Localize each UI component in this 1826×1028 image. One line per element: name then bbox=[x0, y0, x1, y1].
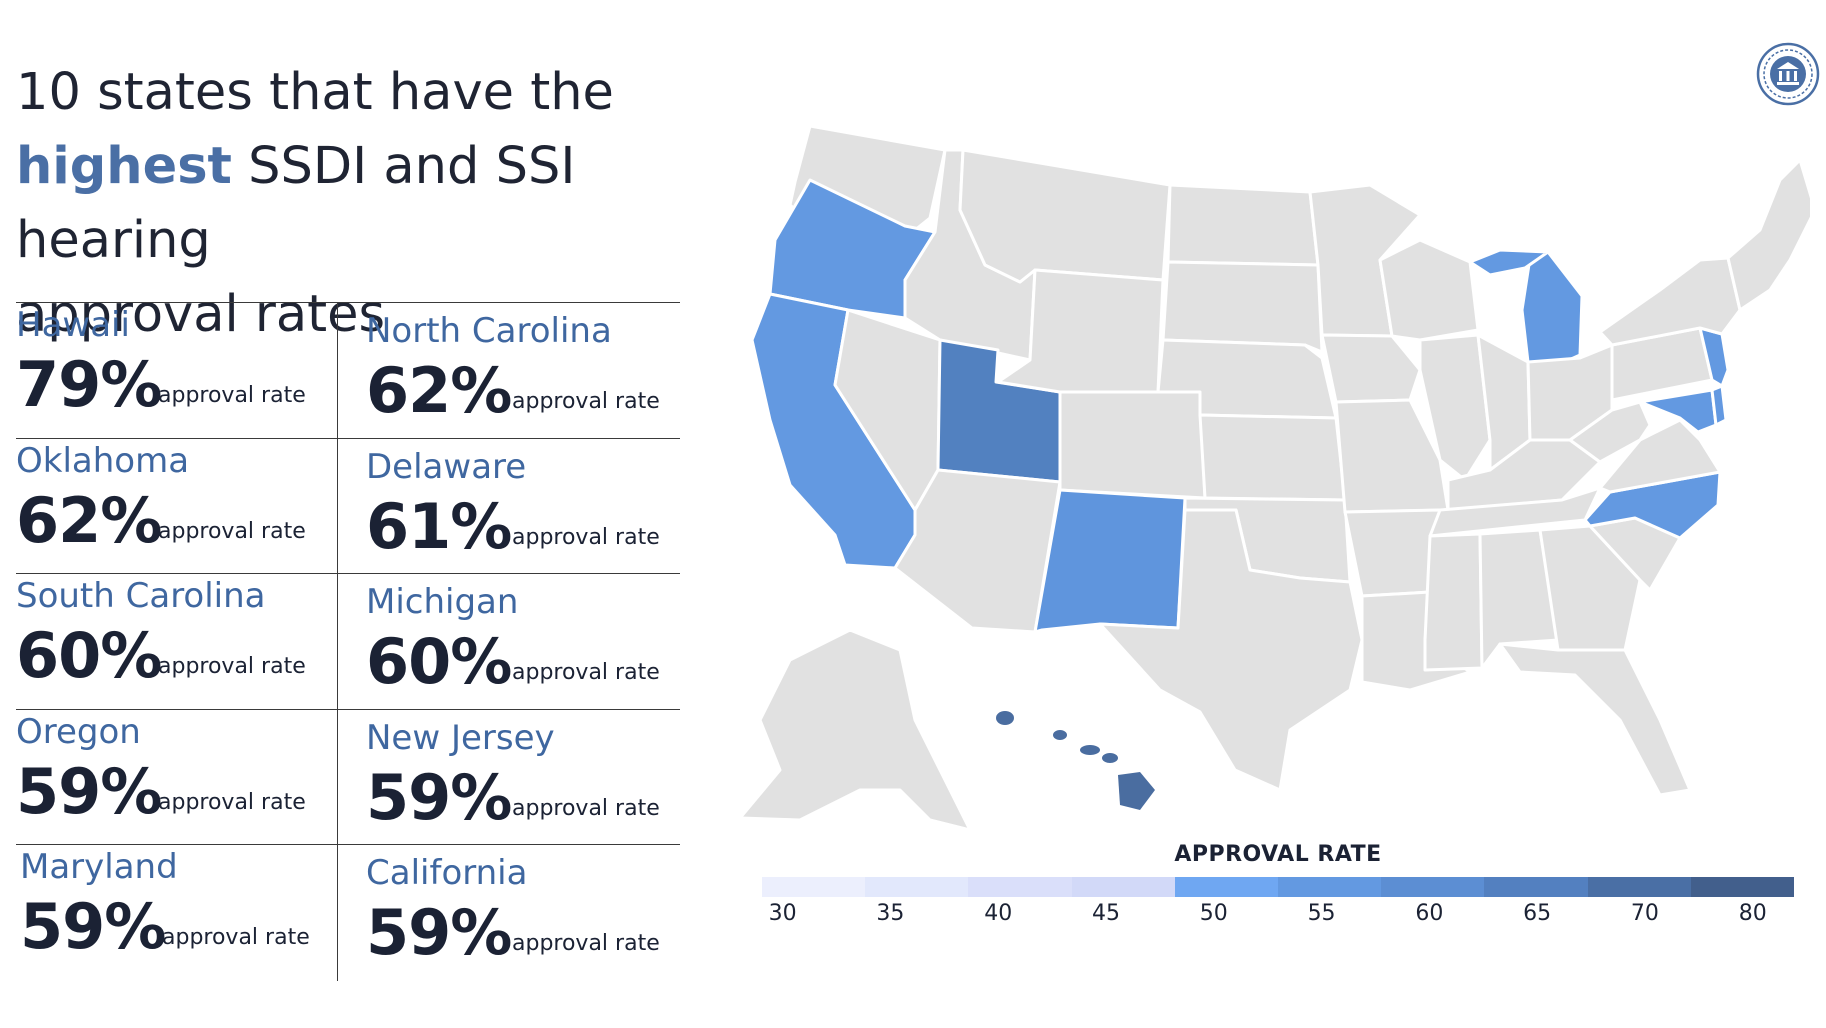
stat-cell: Delaware 61% approval rate bbox=[338, 439, 680, 575]
stat-cell: Oregon 59% approval rate bbox=[16, 709, 338, 846]
legend-swatch bbox=[762, 877, 866, 897]
legend-swatch bbox=[1071, 877, 1175, 897]
state-alabama bbox=[1478, 528, 1560, 670]
stat-label: approval rate bbox=[158, 383, 306, 408]
state-maryland bbox=[1638, 388, 1718, 434]
stat-label: approval rate bbox=[162, 925, 310, 951]
state-montana bbox=[958, 148, 1172, 284]
state-michigan-upper bbox=[1468, 248, 1550, 277]
stat-rate: 59% bbox=[20, 890, 166, 964]
stat-label: approval rate bbox=[512, 795, 660, 821]
title-line-1: 10 states that have the bbox=[16, 63, 614, 122]
stat-label: approval rate bbox=[158, 518, 306, 544]
page-title: 10 states that have the highest SSDI and… bbox=[16, 56, 756, 352]
stats-grid: Hawaii 79% approval rate North Carolina … bbox=[16, 302, 680, 981]
stat-rate: 62% bbox=[16, 483, 162, 557]
stat-state: Michigan bbox=[366, 582, 519, 623]
state-south-dakota bbox=[1161, 260, 1324, 354]
stat-rate: 60% bbox=[366, 625, 512, 699]
legend-tick-label: 30 bbox=[768, 901, 797, 926]
legend-tick-label: 55 bbox=[1307, 901, 1336, 926]
stat-label: approval rate bbox=[512, 931, 660, 957]
state-delaware bbox=[1710, 384, 1728, 427]
stat-state: California bbox=[366, 853, 528, 894]
stat-rate: 59% bbox=[16, 754, 162, 828]
stat-rate: 59% bbox=[366, 896, 512, 970]
legend-tick-label: 65 bbox=[1523, 901, 1552, 926]
stat-rate: 62% bbox=[366, 354, 512, 427]
stat-cell: Oklahoma 62% approval rate bbox=[16, 438, 338, 575]
legend-tick-label: 60 bbox=[1415, 901, 1444, 926]
stat-state: Oklahoma bbox=[16, 440, 190, 481]
legend-title: APPROVAL RATE bbox=[1174, 842, 1382, 867]
legend-swatch bbox=[1174, 877, 1279, 897]
title-line-3: approval rates bbox=[16, 285, 386, 344]
state-florida bbox=[1498, 642, 1692, 797]
legend-tick-label: 40 bbox=[984, 901, 1013, 926]
state-alaska bbox=[738, 628, 972, 832]
stat-cell: Michigan 60% approval rate bbox=[338, 574, 680, 710]
stat-label: approval rate bbox=[512, 660, 660, 686]
state-west-virginia bbox=[1568, 400, 1652, 464]
legend-swatch bbox=[1484, 877, 1588, 897]
state-north-dakota bbox=[1166, 183, 1320, 267]
stat-cell: South Carolina 60% approval rate bbox=[16, 574, 338, 710]
stat-state: Delaware bbox=[366, 446, 527, 487]
stat-rate: 61% bbox=[366, 489, 512, 563]
stat-rate: 79% bbox=[16, 348, 162, 421]
state-new-england bbox=[1726, 158, 1810, 312]
state-michigan bbox=[1520, 250, 1584, 374]
stat-label: approval rate bbox=[512, 524, 660, 550]
state-hawaii bbox=[996, 711, 1155, 810]
legend-tick-label: 35 bbox=[876, 901, 905, 926]
stat-label: approval rate bbox=[158, 654, 306, 680]
stat-label: approval rate bbox=[158, 789, 306, 815]
legend-tick-label: 50 bbox=[1199, 901, 1228, 926]
title-line-2: SSDI and SSI hearing bbox=[16, 137, 576, 270]
state-kansas bbox=[1198, 413, 1347, 502]
legend-tick-label: 80 bbox=[1738, 901, 1767, 926]
stat-cell: Hawaii 79% approval rate bbox=[16, 303, 338, 439]
stat-state: Hawaii bbox=[16, 305, 130, 345]
stat-rate: 60% bbox=[16, 619, 162, 693]
legend-color-bar bbox=[762, 877, 1795, 897]
stat-label: approval rate bbox=[512, 389, 660, 414]
state-georgia bbox=[1538, 524, 1642, 652]
stat-state: Maryland bbox=[20, 847, 178, 888]
state-arkansas bbox=[1343, 508, 1442, 598]
stat-state: South Carolina bbox=[16, 576, 266, 617]
legend-tick-label: 70 bbox=[1630, 901, 1659, 926]
state-texas bbox=[1098, 508, 1364, 792]
legend-swatch bbox=[1278, 877, 1382, 897]
legend-swatch bbox=[1381, 877, 1485, 897]
state-wisconsin bbox=[1378, 238, 1480, 342]
stat-cell: North Carolina 62% approval rate bbox=[338, 303, 680, 439]
stat-state: Oregon bbox=[16, 711, 141, 752]
us-map bbox=[738, 124, 1810, 832]
seal-logo-icon bbox=[1756, 42, 1820, 106]
stat-state: New Jersey bbox=[366, 717, 555, 758]
legend-swatch bbox=[1587, 877, 1691, 897]
state-new-york bbox=[1598, 256, 1742, 347]
legend-swatch bbox=[968, 877, 1072, 897]
legend-ticks: 30 35 40 45 50 55 60 65 70 80 bbox=[762, 901, 1794, 931]
state-missouri bbox=[1334, 398, 1450, 514]
legend-swatch bbox=[1690, 877, 1795, 897]
legend-tick-label: 45 bbox=[1092, 901, 1120, 926]
stat-cell: New Jersey 59% approval rate bbox=[338, 710, 680, 846]
title-highlight: highest bbox=[16, 137, 232, 196]
state-tennessee bbox=[1428, 486, 1602, 538]
stat-cell: Maryland 59% approval rate bbox=[16, 845, 338, 981]
stat-state: North Carolina bbox=[366, 311, 612, 351]
color-legend: APPROVAL RATE 30 35 40 45 50 55 60 65 70 80 bbox=[762, 842, 1795, 931]
stat-rate: 59% bbox=[366, 760, 512, 834]
state-mississippi bbox=[1423, 532, 1484, 672]
stat-cell: California 59% approval rate bbox=[338, 845, 680, 981]
state-new-mexico bbox=[1033, 488, 1187, 634]
state-iowa bbox=[1320, 333, 1422, 404]
legend-swatch bbox=[865, 877, 969, 897]
state-colorado bbox=[1058, 390, 1207, 500]
